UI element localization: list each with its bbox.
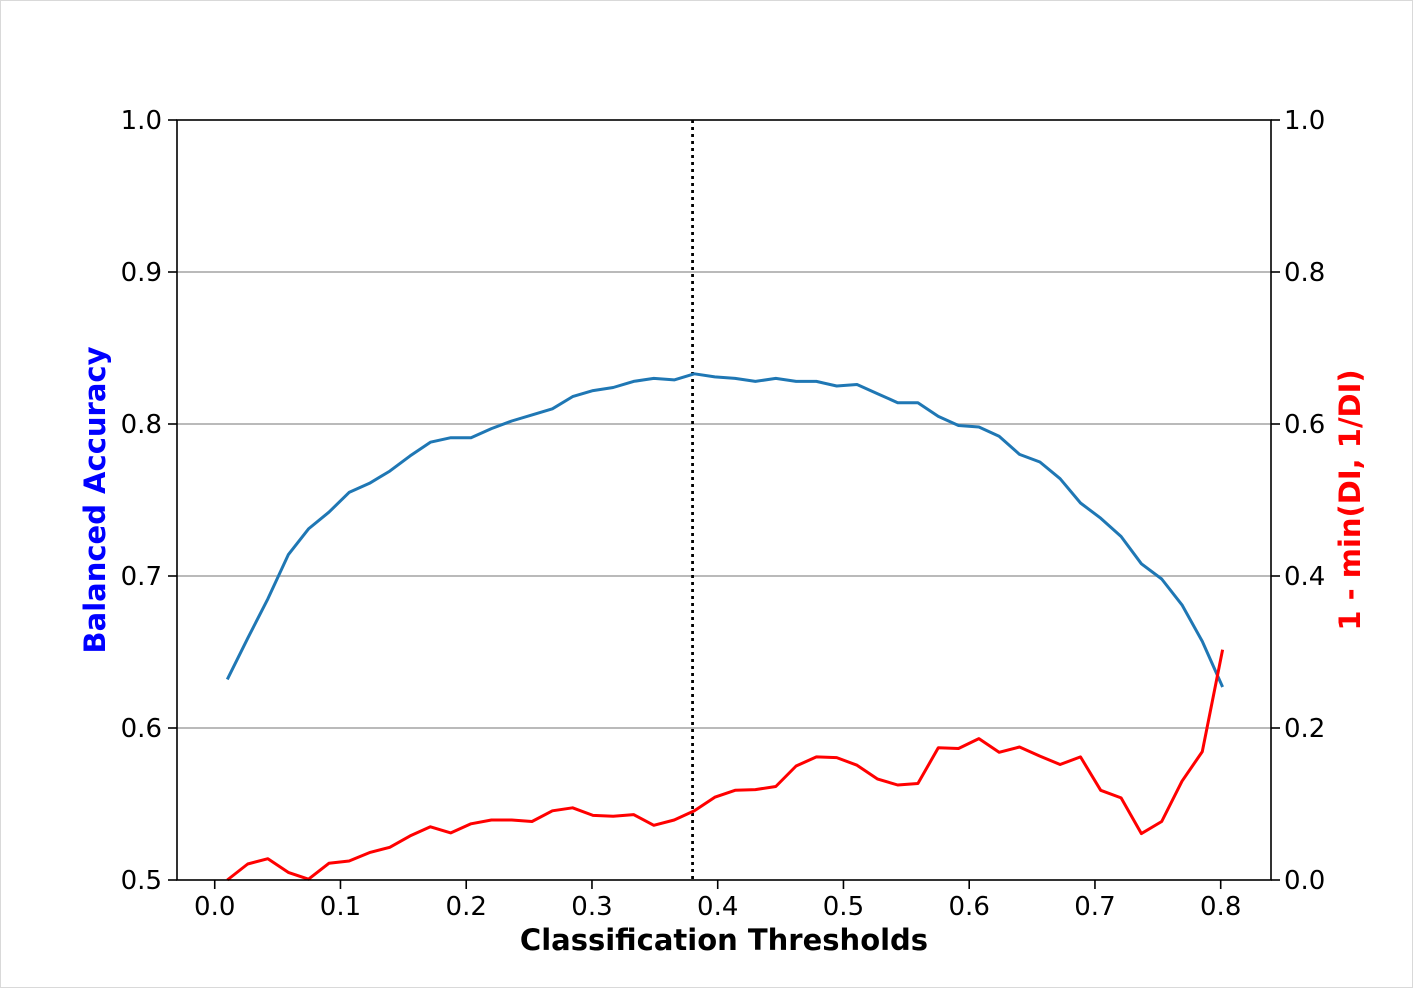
x-tick-label: 0.0 — [194, 892, 235, 922]
x-axis-label: Classification Thresholds — [520, 923, 928, 957]
x-tick-label: 0.7 — [1074, 892, 1115, 922]
x-tick-label: 0.3 — [571, 892, 612, 922]
y-left-tick-label: 0.9 — [121, 258, 162, 288]
x-tick-label: 0.2 — [446, 892, 487, 922]
balanced-accuracy-line — [225, 372, 1224, 688]
series-lines — [225, 372, 1225, 882]
plot-area-frame — [176, 119, 1272, 881]
y-right-tick-label: 0.4 — [1284, 562, 1325, 592]
x-tick-label: 0.8 — [1200, 892, 1241, 922]
y-right-tick-label: 0.8 — [1284, 258, 1325, 288]
axis-ticks: 0.0 0.1 0.2 0.3 0.4 0.5 0.6 0.7 0.8 0.5 0.6 0.7 0.8 0… — [121, 106, 1326, 922]
y-axis-right-label: 1 - min(DI, 1/DI) — [1333, 369, 1367, 630]
y-left-tick-label: 0.7 — [121, 562, 162, 592]
x-tick-label: 0.5 — [823, 892, 864, 922]
y-right-tick-label: 0.2 — [1284, 714, 1325, 744]
y-right-tick-label: 1.0 — [1284, 106, 1325, 136]
x-tick-label: 0.1 — [320, 892, 361, 922]
x-tick-label: 0.4 — [697, 892, 738, 922]
disparate-impact-line — [226, 649, 1225, 882]
x-tick-label: 0.6 — [949, 892, 990, 922]
y-axis-left-label: Balanced Accuracy — [78, 346, 112, 653]
y-right-tick-label: 0.0 — [1284, 866, 1325, 896]
y-left-tick-label: 0.5 — [121, 866, 162, 896]
gridlines — [177, 271, 1271, 729]
y-left-tick-label: 0.6 — [121, 714, 162, 744]
y-left-tick-label: 0.8 — [121, 410, 162, 440]
y-right-tick-label: 0.6 — [1284, 410, 1325, 440]
y-left-tick-label: 1.0 — [121, 106, 162, 136]
